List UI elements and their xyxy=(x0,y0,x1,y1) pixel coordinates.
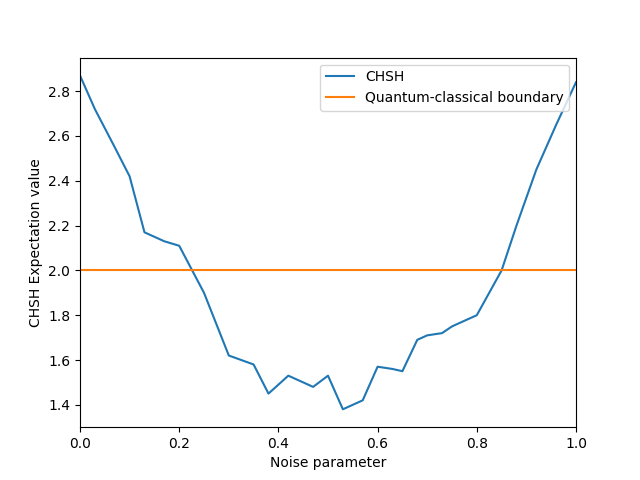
CHSH xyxy=(413,337,421,343)
CHSH xyxy=(309,384,317,390)
CHSH xyxy=(359,397,367,403)
CHSH xyxy=(161,239,168,244)
CHSH xyxy=(141,229,148,235)
CHSH xyxy=(572,79,580,85)
CHSH xyxy=(552,122,560,128)
Line: CHSH: CHSH xyxy=(80,75,576,409)
CHSH xyxy=(265,391,273,396)
CHSH xyxy=(250,361,257,367)
CHSH xyxy=(284,373,292,379)
CHSH xyxy=(448,324,456,329)
CHSH xyxy=(513,223,520,228)
CHSH xyxy=(324,373,332,379)
X-axis label: Noise parameter: Noise parameter xyxy=(270,456,386,470)
CHSH xyxy=(91,106,99,112)
CHSH xyxy=(111,144,118,150)
CHSH xyxy=(388,366,396,372)
CHSH xyxy=(374,364,381,370)
Legend: CHSH, Quantum-classical boundary: CHSH, Quantum-classical boundary xyxy=(320,64,569,110)
CHSH xyxy=(532,167,540,172)
CHSH xyxy=(76,72,84,78)
CHSH xyxy=(200,290,208,296)
CHSH xyxy=(150,234,158,240)
CHSH xyxy=(424,333,431,338)
CHSH xyxy=(498,267,506,273)
CHSH xyxy=(473,312,481,318)
CHSH xyxy=(339,407,347,412)
CHSH xyxy=(125,173,134,179)
CHSH xyxy=(175,243,183,249)
CHSH xyxy=(438,330,446,336)
CHSH xyxy=(399,368,406,374)
CHSH xyxy=(225,353,233,359)
Y-axis label: CHSH Expectation value: CHSH Expectation value xyxy=(29,158,43,327)
